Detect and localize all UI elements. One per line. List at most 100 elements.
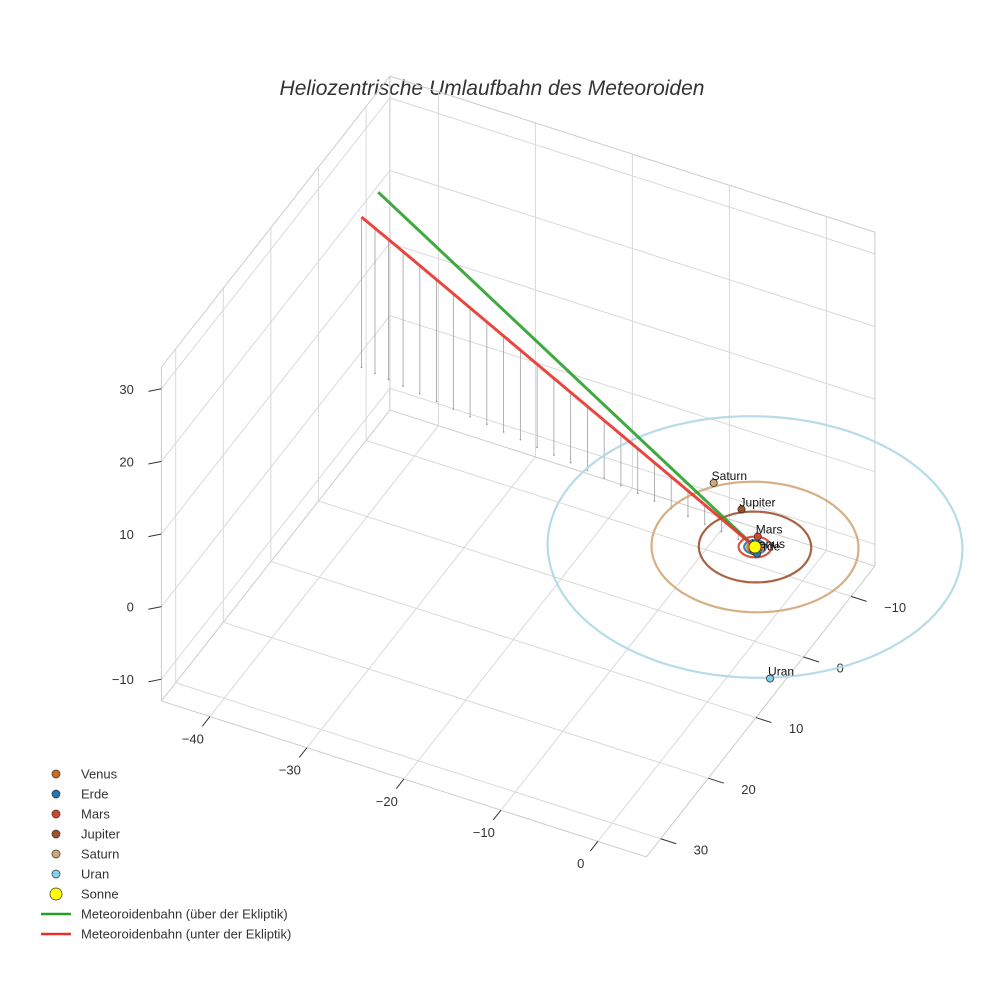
meteoroid-path-above: [377, 191, 757, 549]
y-tick-mark: [803, 656, 820, 663]
legend-label: Sonne: [81, 887, 119, 902]
legend-label: Meteoroidenbahn (über der Ekliptik): [81, 907, 288, 922]
legend-item-sonne[interactable]: Sonne: [49, 887, 119, 902]
drop-line-foot: [452, 408, 455, 410]
drop-line-foot: [502, 431, 505, 433]
legend-item-saturn[interactable]: Saturn: [51, 847, 119, 862]
gridline-z-left: [161, 387, 391, 680]
z-tick-mark: [148, 460, 162, 465]
legend-marker: [51, 869, 61, 879]
drop-line-foot: [402, 385, 404, 387]
legend-label: Uran: [81, 867, 109, 882]
z-tick-label: 0: [127, 600, 134, 615]
gridline-z-back: [389, 97, 876, 255]
y-tick-mark: [660, 838, 677, 845]
z-tick-mark: [148, 678, 162, 683]
drop-line-foot: [703, 523, 706, 525]
drop-line-foot: [636, 492, 639, 495]
y-tick-label: 10: [789, 721, 803, 736]
planet-mars: [753, 532, 762, 541]
planet-saturn: [709, 478, 718, 487]
legend-label: Venus: [81, 767, 118, 782]
legend-item-meteoroidenbahn-ber-der-ekliptik[interactable]: Meteoroidenbahn (über der Ekliptik): [41, 907, 288, 922]
legend-item-jupiter[interactable]: Jupiter: [51, 827, 121, 842]
legend-item-erde[interactable]: Erde: [51, 787, 108, 802]
z-tick-mark: [148, 606, 162, 610]
gridline-z-back: [389, 170, 876, 327]
drop-line-foot: [569, 461, 572, 464]
gridline-y-floor: [270, 561, 757, 719]
drop-lines: [360, 217, 740, 541]
drop-line-foot: [737, 538, 740, 541]
x-tick-mark: [298, 747, 308, 758]
gridline-z-left: [161, 242, 391, 535]
x-tick-mark: [492, 809, 502, 821]
gridline-x-floor: [597, 550, 827, 842]
planet-uran: [766, 674, 775, 683]
drop-line-foot: [485, 423, 488, 426]
legend-item-mars[interactable]: Mars: [51, 807, 110, 822]
chart-title: Heliozentrische Umlaufbahn des Meteoroid…: [280, 77, 705, 100]
orbit-saturn: [650, 480, 860, 614]
y-tick-mark: [755, 717, 772, 724]
legend-label: Mars: [81, 807, 110, 822]
drop-line-foot: [720, 530, 723, 533]
box-edge: [161, 75, 391, 368]
y-tick-label: −10: [884, 600, 906, 615]
drop-line-foot: [469, 415, 471, 418]
legend-item-venus[interactable]: Venus: [51, 767, 118, 782]
drop-line-foot: [552, 454, 555, 456]
legend-marker: [51, 789, 61, 799]
legend-label: Meteoroidenbahn (unter der Ekliptik): [81, 927, 291, 942]
meteoroid-path-below: [360, 215, 756, 549]
box-edge: [389, 75, 876, 233]
drop-line-foot: [536, 446, 539, 449]
legend-label: Saturn: [81, 847, 119, 862]
gridline-x-floor: [209, 425, 439, 717]
x-tick-label: −20: [376, 794, 398, 809]
planet-label-uran: Uran: [768, 665, 794, 679]
planet-label-jupiter: Jupiter: [740, 495, 776, 509]
z-tick-mark: [148, 533, 162, 538]
drop-line-foot: [653, 500, 656, 502]
gridline-z-back: [389, 387, 876, 545]
planet-jupiter: [737, 505, 746, 514]
drop-line-foot: [435, 400, 438, 403]
x-tick-label: 0: [577, 856, 584, 871]
legend-marker: [51, 769, 61, 779]
orbit-jupiter: [697, 510, 813, 584]
legend[interactable]: Venus Erde Mars Jupiter Saturn Uran Sonne Meteo…: [41, 767, 291, 942]
gridline-z-left: [161, 170, 391, 462]
y-tick-mark: [850, 595, 867, 602]
z-tick-label: −10: [112, 672, 134, 687]
meteoroid-paths: [360, 191, 757, 549]
gridline-x-floor: [500, 518, 730, 811]
scene-grid: [160, 75, 876, 858]
legend-item-meteoroidenbahn-unter-der-ekliptik[interactable]: Meteoroidenbahn (unter der Ekliptik): [41, 927, 291, 942]
z-tick-label: 20: [119, 454, 133, 469]
x-tick-mark: [201, 716, 211, 727]
planet-label-saturn: Saturn: [712, 469, 747, 483]
legend-marker: [51, 849, 61, 859]
legend-item-uran[interactable]: Uran: [51, 867, 109, 882]
y-tick-mark: [708, 777, 724, 784]
planet-label-mars: Mars: [756, 523, 783, 537]
legend-marker: [51, 829, 61, 839]
gridline-x-floor: [403, 487, 633, 780]
z-tick-label: 10: [119, 527, 133, 542]
x-tick-label: −10: [473, 825, 495, 840]
drop-line-foot: [519, 438, 522, 441]
planet-label-erde: Erde: [755, 540, 781, 554]
drop-line-foot: [418, 392, 421, 395]
drop-line-foot: [374, 372, 376, 375]
drop-line-foot: [620, 484, 622, 487]
gridline-y-floor: [318, 500, 804, 658]
legend-sun-marker: [49, 887, 63, 901]
drop-line-foot: [687, 515, 689, 518]
gridline-z-left: [161, 97, 391, 390]
drop-line-foot: [387, 378, 390, 381]
y-tick-label: 30: [694, 842, 708, 857]
box-edge: [389, 409, 876, 567]
legend-marker: [51, 809, 61, 819]
